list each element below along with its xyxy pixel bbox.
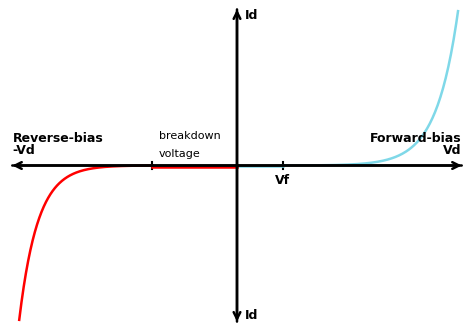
Text: Vd: Vd: [443, 144, 461, 157]
Text: Forward-bias: Forward-bias: [370, 132, 461, 145]
Text: breakdown: breakdown: [159, 130, 221, 141]
Text: Reverse-bias: Reverse-bias: [13, 132, 103, 145]
Text: voltage: voltage: [159, 149, 201, 159]
Text: Id: Id: [245, 9, 258, 22]
Text: -Vd: -Vd: [13, 144, 36, 157]
Text: Id: Id: [245, 309, 258, 322]
Text: Vf: Vf: [275, 174, 290, 187]
